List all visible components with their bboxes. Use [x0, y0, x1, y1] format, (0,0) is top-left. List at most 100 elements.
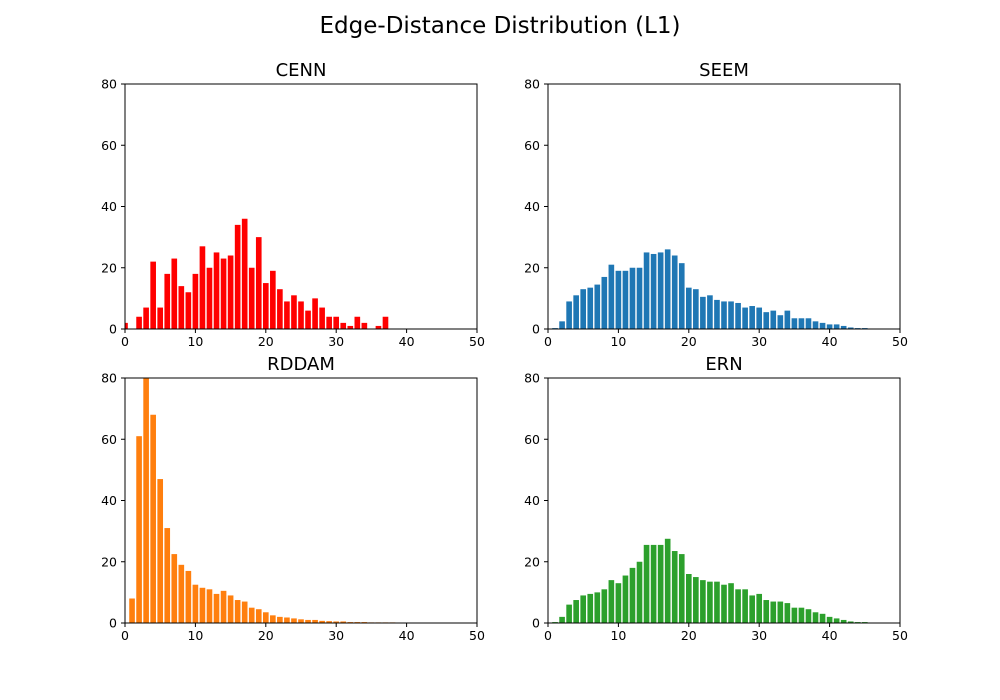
subplot-rddam: RDDAM 0 10 20 30 40 50 0 20 40 60 80: [101, 354, 485, 643]
rddam-bar: [312, 619, 318, 623]
cenn-bar: [213, 252, 220, 329]
seem-bar: [840, 325, 847, 329]
seem-bar: [643, 252, 650, 329]
seem-bar: [826, 324, 833, 329]
seem-bar: [735, 302, 741, 329]
rddam-bar: [284, 617, 290, 623]
ern-bar: [812, 612, 819, 623]
rddam-bar: [213, 593, 220, 623]
ern-bar: [847, 621, 854, 623]
seem-xtick-label: 50: [892, 334, 908, 349]
cenn-bar: [185, 292, 192, 329]
cenn-bar: [262, 283, 269, 329]
rddam-bar: [192, 584, 199, 623]
seem-bar: [664, 249, 671, 329]
seem-bar: [805, 318, 812, 329]
seem-bar: [657, 252, 664, 329]
rddam-xtick-label: 0: [121, 628, 129, 643]
rddam-bar: [143, 378, 149, 623]
rddam-bar: [248, 607, 255, 623]
seem-bar: [678, 263, 685, 329]
cenn-bar: [234, 224, 241, 329]
rddam-bar: [319, 620, 325, 623]
ern-bar: [721, 584, 727, 623]
ern-bar: [833, 618, 840, 623]
cenn-bar: [284, 301, 290, 329]
seem-bar: [594, 284, 601, 329]
cenn-bar: [340, 322, 347, 329]
ern-title: ERN: [705, 354, 742, 375]
cenn-bar: [206, 267, 213, 329]
seem-bar: [777, 315, 784, 329]
ern-bar: [671, 551, 678, 623]
cenn-bar: [347, 325, 354, 329]
ern-bar: [573, 600, 579, 623]
cenn-axes-frame: [124, 83, 478, 330]
rddam-bar: [270, 615, 276, 623]
ern-bar: [700, 580, 706, 623]
cenn-bar: [382, 316, 389, 329]
cenn-bar: [291, 295, 297, 329]
seem-bar: [559, 321, 565, 329]
ern-ytick-label: 20: [524, 554, 540, 569]
rddam-bar: [157, 479, 164, 623]
seem-bar: [671, 255, 678, 329]
cenn-bar: [312, 298, 318, 329]
seem-bar: [847, 327, 854, 329]
cenn-xtick-label: 30: [328, 334, 344, 349]
seem-bar: [601, 276, 608, 329]
seem-bar: [756, 307, 763, 329]
seem-bar: [707, 295, 713, 329]
rddam-ytick-label: 20: [101, 554, 117, 569]
rddam-ytick-label: 80: [101, 371, 117, 386]
cenn-bar: [143, 307, 149, 329]
cenn-bar: [354, 316, 361, 329]
ern-bar: [798, 607, 805, 623]
ern-bar: [840, 619, 847, 623]
seem-bar: [636, 267, 643, 329]
ern-xtick-label: 30: [751, 628, 767, 643]
cenn-bar: [361, 322, 368, 329]
ern-xtick-label: 20: [681, 628, 697, 643]
cenn-bar: [319, 307, 325, 329]
rddam-bar: [262, 612, 269, 623]
seem-xtick-label: 10: [610, 334, 626, 349]
rddam-bars: [129, 378, 396, 623]
ern-bar: [636, 561, 643, 623]
cenn-bar: [150, 261, 156, 329]
cenn-bar: [125, 322, 128, 329]
seem-bar: [615, 270, 622, 329]
ern-ytick-label: 80: [524, 371, 540, 386]
cenn-bar: [375, 325, 382, 329]
ern-bar: [580, 595, 587, 623]
rddam-bar: [171, 554, 178, 623]
seem-bar: [622, 270, 629, 329]
seem-bar: [566, 301, 572, 329]
cenn-bar: [333, 316, 340, 329]
seem-bar: [685, 287, 692, 329]
ern-bar: [784, 603, 791, 623]
cenn-xtick-label: 0: [121, 334, 129, 349]
cenn-ytick-label: 60: [101, 138, 117, 153]
rddam-bar: [234, 600, 241, 623]
seem-bar: [784, 310, 791, 329]
ern-xtick-label: 0: [544, 628, 552, 643]
ern-bar: [643, 544, 650, 623]
seem-xtick-label: 40: [822, 334, 838, 349]
cenn-ytick-label: 80: [101, 77, 117, 92]
rddam-bar: [185, 570, 192, 623]
rddam-xtick-label: 50: [469, 628, 485, 643]
ern-bar: [770, 601, 777, 623]
rddam-bar: [178, 564, 185, 623]
seem-bar: [833, 324, 840, 329]
ern-bar: [756, 593, 763, 623]
seem-bar: [763, 312, 770, 329]
cenn-bar: [248, 267, 255, 329]
seem-xtick-label: 0: [544, 334, 552, 349]
ern-bar: [594, 592, 601, 623]
rddam-bar: [199, 587, 206, 623]
cenn-bar: [227, 255, 234, 329]
seem-xtick-label: 20: [681, 334, 697, 349]
rddam-bar: [333, 621, 340, 623]
